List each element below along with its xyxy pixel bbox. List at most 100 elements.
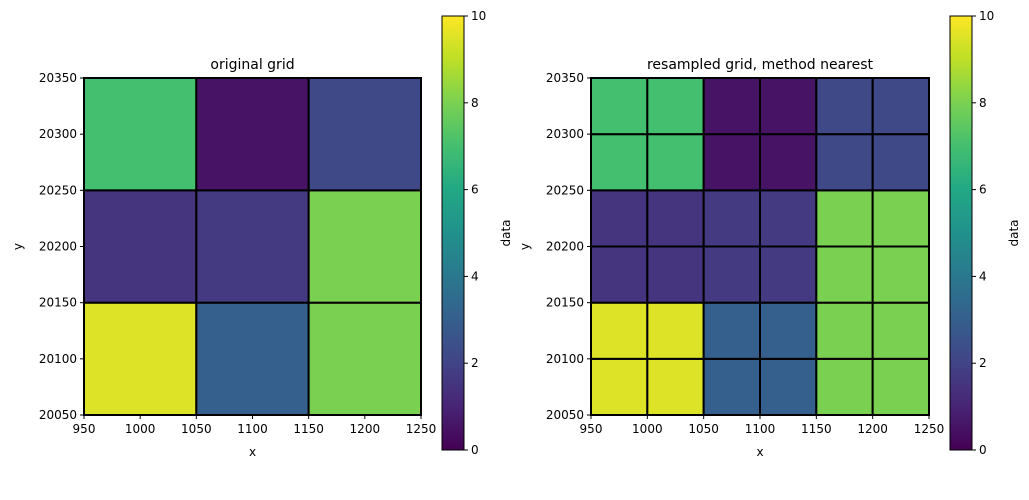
y-tick-label: 20350 [546, 71, 584, 85]
original-grid-colorbar: 0 2 4 6 8 10 data [441, 9, 513, 457]
x-tick-label: 1050 [688, 422, 719, 436]
y-tick-label: 20150 [39, 296, 77, 310]
heatmap-cell [815, 245, 874, 304]
heatmap-cell [646, 245, 705, 304]
heatmap-cell [759, 357, 818, 417]
x-tick-label: 1000 [632, 422, 663, 436]
heatmap-cell [871, 245, 931, 304]
original-grid-panel: 950 1000 1050 1100 1150 1200 1250 20050 20100 201… [11, 57, 436, 459]
heatmap-cell [646, 301, 705, 360]
x-tick-label: 1250 [406, 422, 437, 436]
x-tick-label: 1200 [350, 422, 381, 436]
x-axis-label: x [249, 445, 256, 459]
y-tick-label: 20250 [546, 183, 584, 197]
colorbar-tick-label: 8 [471, 96, 479, 110]
colorbar-gradient [949, 15, 973, 451]
heatmap-cell [759, 133, 818, 192]
y-tick-label: 20300 [39, 127, 77, 141]
heatmap-cell [759, 301, 818, 360]
x-tick-label: 1150 [801, 422, 832, 436]
heatmap-cell [702, 301, 762, 360]
x-tick-label: 950 [580, 422, 603, 436]
y-axis-label: y [11, 243, 25, 250]
heatmap-cell [815, 77, 874, 136]
heatmap-cell [590, 357, 649, 417]
colorbar-tick-label: 2 [471, 356, 479, 370]
heatmap-cell [590, 77, 649, 136]
heatmap-cell [759, 245, 818, 304]
x-tick-label: 1000 [125, 422, 156, 436]
heatmap-cell [83, 189, 198, 304]
heatmap-cell [702, 133, 762, 192]
y-tick-label: 20250 [39, 183, 77, 197]
colorbar-label: data [1007, 219, 1021, 246]
heatmap-cell [702, 245, 762, 304]
colorbar-tick-label: 4 [471, 269, 479, 283]
colorbar-label: data [499, 219, 513, 246]
colorbar-tick-label: 10 [471, 9, 486, 23]
resampled-grid-panel: 950 1000 1050 1100 1150 1200 1250 20050 20100 201… [518, 57, 944, 459]
y-axis-label: y [518, 243, 532, 250]
heatmap-cell [871, 357, 931, 417]
heatmap-cell [871, 133, 931, 192]
heatmap-cell [83, 301, 198, 416]
heatmap-cell [646, 133, 705, 192]
heatmap-cell [590, 301, 649, 360]
y-tick-label: 20200 [546, 240, 584, 254]
colorbar-gradient [441, 15, 465, 451]
x-tick-label: 1200 [857, 422, 888, 436]
colorbar-tick-label: 8 [979, 96, 987, 110]
y-tick-label: 20050 [39, 408, 77, 422]
y-tick-label: 20150 [546, 296, 584, 310]
heatmap-cell [590, 245, 649, 304]
colorbar-tick-label: 4 [979, 269, 987, 283]
heatmap-cell [195, 301, 310, 416]
heatmap-cell [759, 189, 818, 248]
colorbar-tick-label: 6 [979, 183, 987, 197]
y-tick-label: 20200 [39, 240, 77, 254]
heatmap-cell [307, 77, 422, 192]
colorbar-tick-label: 6 [471, 183, 479, 197]
heatmap-cell [702, 357, 762, 417]
heatmap-cell [871, 189, 931, 248]
heatmap-cell [646, 77, 705, 136]
resampled-grid-colorbar: 0 2 4 6 8 10 data [949, 9, 1021, 457]
colorbar-tick-label: 2 [979, 356, 987, 370]
heatmap-cell [590, 189, 649, 248]
heatmap-cell [815, 133, 874, 192]
x-tick-label: 1250 [914, 422, 945, 436]
heatmap-cell [195, 77, 310, 192]
heatmap-cell [195, 189, 310, 304]
x-tick-label: 1100 [237, 422, 268, 436]
heatmap-cell [759, 77, 818, 136]
colorbar-tick-label: 0 [979, 443, 987, 457]
x-axis-label: x [756, 445, 763, 459]
chart-title: original grid [210, 57, 294, 73]
y-tick-label: 20050 [546, 408, 584, 422]
heatmap-cell [646, 357, 705, 417]
heatmap-cell [307, 301, 422, 416]
colorbar-tick-label: 10 [979, 9, 994, 23]
heatmap-cell [590, 133, 649, 192]
heatmap-cell [83, 77, 198, 192]
x-tick-label: 1150 [293, 422, 324, 436]
x-tick-label: 1050 [181, 422, 212, 436]
y-tick-label: 20100 [546, 352, 584, 366]
heatmap-cell [871, 301, 931, 360]
y-tick-label: 20300 [546, 127, 584, 141]
y-tick-label: 20350 [39, 71, 77, 85]
x-tick-label: 1100 [745, 422, 776, 436]
heatmap-cell [702, 77, 762, 136]
colorbar-tick-label: 0 [471, 443, 479, 457]
heatmap-cell [815, 189, 874, 248]
heatmap-cell [871, 77, 931, 136]
y-tick-label: 20100 [39, 352, 77, 366]
x-tick-label: 950 [73, 422, 96, 436]
heatmap-cell [646, 189, 705, 248]
heatmap-cell [815, 301, 874, 360]
heatmap-cell [307, 189, 422, 304]
chart-title: resampled grid, method nearest [647, 57, 874, 73]
heatmap-cell [815, 357, 874, 417]
heatmap-cell [702, 189, 762, 248]
